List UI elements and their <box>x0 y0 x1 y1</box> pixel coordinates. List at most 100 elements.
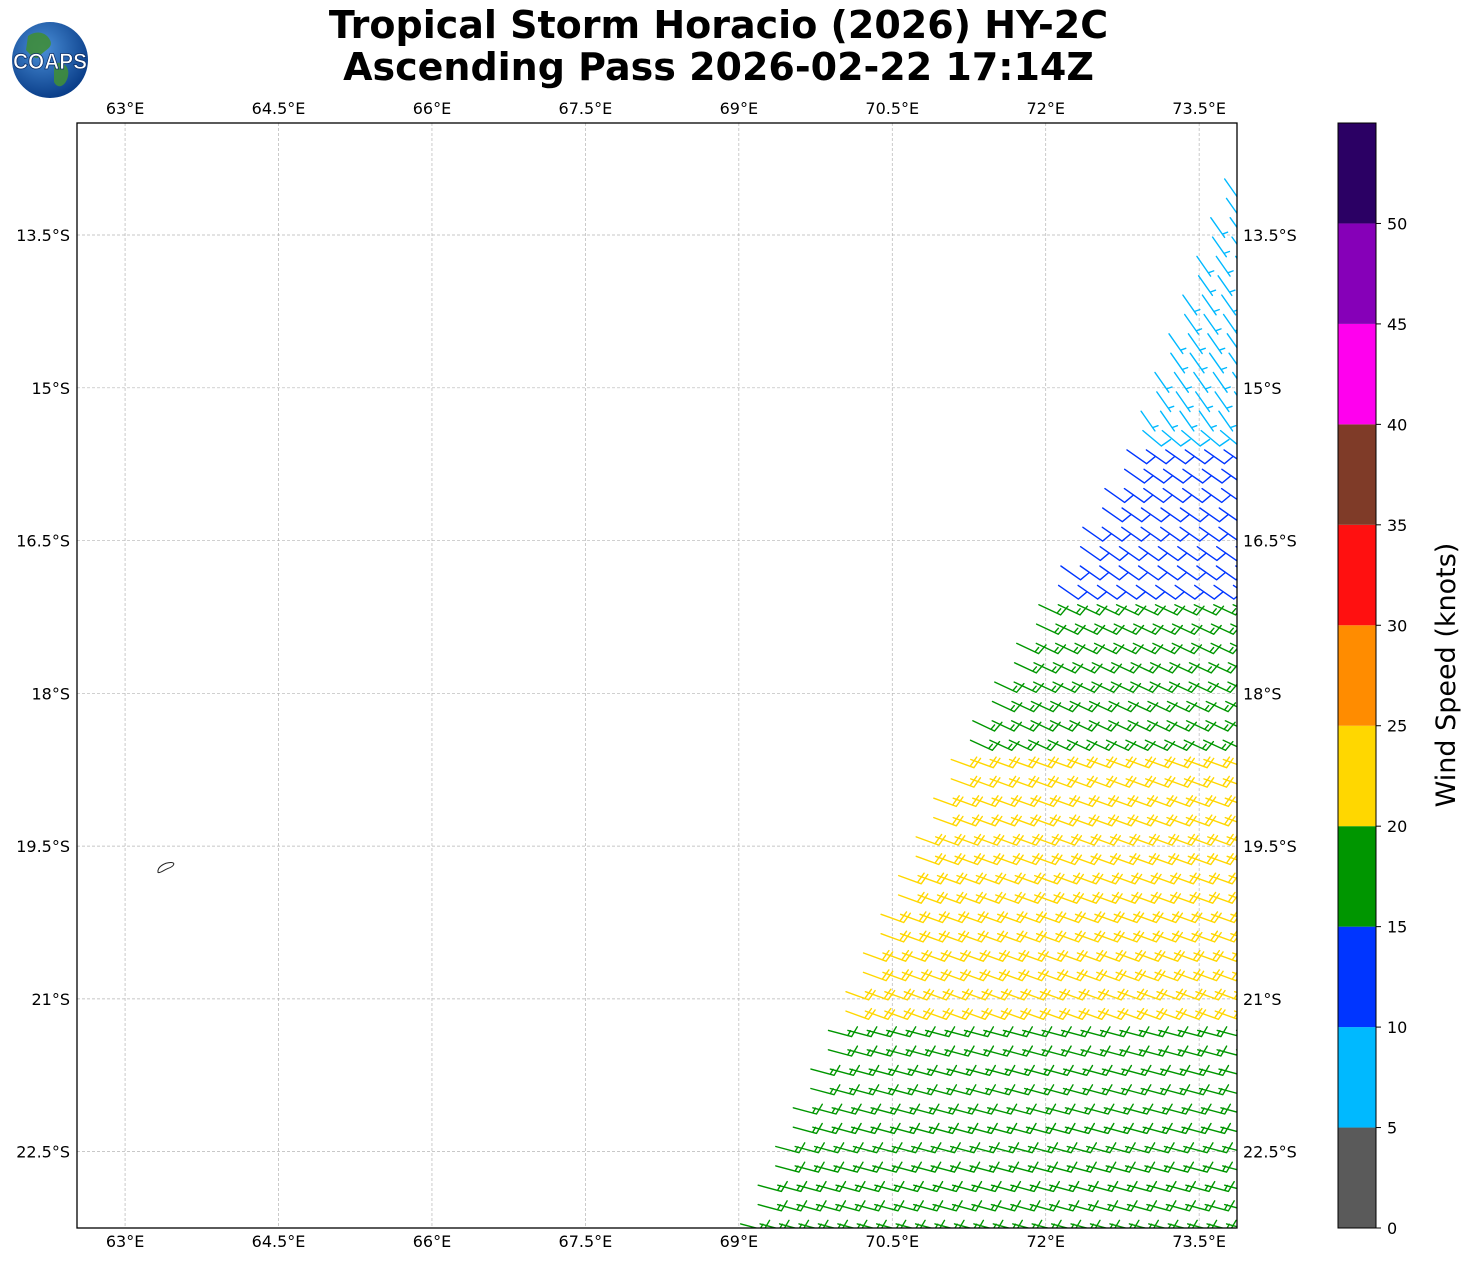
wind-barb <box>1148 833 1180 846</box>
lat-tick-label-left: 19.5°S <box>16 837 70 856</box>
wind-barb <box>1220 487 1237 501</box>
colorbar: 0 5 10 15 20 25 30 35 40 45 50 <box>1337 122 1407 1238</box>
wind-barb <box>1214 1010 1237 1020</box>
wind-barb <box>1016 642 1047 655</box>
wind-barb <box>950 775 982 788</box>
wind-barb <box>864 1007 896 1020</box>
colorbar-frame <box>1337 122 1377 1229</box>
wind-barb <box>1133 911 1164 924</box>
wind-barb <box>942 1007 973 1020</box>
wind-barb <box>1161 429 1191 447</box>
wind-barb <box>1018 949 1049 962</box>
wind-barb <box>915 833 947 846</box>
wind-barb <box>1212 971 1237 982</box>
wind-barb <box>1115 604 1147 616</box>
wind-barb <box>1168 833 1199 846</box>
wind-barb <box>1082 526 1112 542</box>
wind-barb <box>1188 681 1219 693</box>
wind-barb <box>1138 546 1169 562</box>
wind-barb <box>1154 969 1185 982</box>
wind-barb <box>1094 623 1125 635</box>
wind-barb <box>1113 642 1144 655</box>
wind-barb <box>1238 411 1255 431</box>
wind-barb <box>1110 681 1142 693</box>
wind-barb <box>1236 275 1237 277</box>
wind-barb <box>1039 988 1071 1001</box>
lon-tick-label-bottom: 72°E <box>1026 1232 1064 1251</box>
wind-barb <box>1032 833 1063 846</box>
wind-barb <box>1130 662 1161 674</box>
wind-barb <box>1227 662 1237 668</box>
wind-barb <box>1208 352 1228 374</box>
wind-barb <box>1185 720 1217 732</box>
wind-barb <box>1225 197 1237 215</box>
wind-barb <box>1011 700 1042 713</box>
wind-barb <box>1230 933 1237 937</box>
wind-barb <box>971 814 1003 827</box>
wind-barb <box>1127 720 1159 732</box>
colorbar-segment <box>1338 725 1376 827</box>
wind-barbs <box>740 178 1255 1228</box>
colorbar-segment <box>1338 1127 1376 1228</box>
wind-barb <box>921 969 952 982</box>
wind-barb <box>1187 333 1206 355</box>
wind-barb <box>1016 930 1047 943</box>
wind-barb <box>1157 546 1188 562</box>
wind-barb <box>1183 739 1215 751</box>
wind-barb <box>1201 487 1232 504</box>
wind-barb <box>1166 720 1197 732</box>
wind-barb <box>917 872 948 885</box>
wind-barb <box>998 969 1030 982</box>
wind-barb <box>1067 775 1098 788</box>
wind-barb <box>989 739 1020 751</box>
colorbar-segment <box>1338 323 1376 425</box>
wind-barb <box>1193 969 1224 982</box>
wind-barb <box>1224 720 1237 728</box>
wind-barb <box>1077 604 1108 616</box>
wind-barb <box>1086 775 1118 788</box>
lat-tick-label-left: 15°S <box>31 379 70 398</box>
colorbar-tick-label: 40 <box>1387 415 1407 434</box>
lon-tick-label-top: 64.5°E <box>252 99 306 118</box>
wind-barb <box>1164 775 1195 788</box>
wind-barb <box>1032 853 1063 866</box>
wind-barb <box>1088 795 1120 808</box>
wind-barb <box>991 795 1022 808</box>
wind-barb <box>1067 756 1098 769</box>
wind-barb <box>989 756 1020 769</box>
wind-barb <box>1193 371 1212 393</box>
wind-barb <box>1030 814 1061 827</box>
wind-barb <box>1076 969 1108 982</box>
wind-barb <box>1205 795 1236 808</box>
wind-barb <box>1229 217 1237 229</box>
wind-barb <box>1113 911 1145 924</box>
wind-barb <box>1185 814 1217 827</box>
island-shape <box>157 861 175 874</box>
wind-barb <box>1088 814 1120 827</box>
wind-barb <box>994 681 1025 693</box>
wind-barb <box>1090 853 1121 866</box>
wind-barb <box>1108 720 1139 732</box>
wind-barb <box>933 814 964 827</box>
wind-barb <box>903 1007 935 1020</box>
wind-barb <box>991 700 1023 713</box>
wind-barb <box>1125 775 1157 788</box>
wind-barb <box>950 756 982 769</box>
wind-barb <box>1135 604 1166 616</box>
wind-barb <box>1121 526 1151 542</box>
wind-barb <box>1099 546 1130 562</box>
wind-barb <box>1160 526 1190 542</box>
wind-barb <box>1030 720 1061 732</box>
lon-tick-label-bottom: 64.5°E <box>252 1232 306 1251</box>
wind-barb <box>1196 546 1227 562</box>
wind-barb <box>1152 911 1184 924</box>
wind-barb <box>1162 487 1193 504</box>
wind-barb <box>1149 681 1181 693</box>
wind-barb <box>1078 1007 1109 1020</box>
wind-barb <box>1234 1010 1237 1013</box>
wind-barb <box>1182 294 1201 316</box>
lat-tick-label-right: 22.5°S <box>1243 1143 1297 1162</box>
wind-barb <box>1179 526 1210 542</box>
wind-barb <box>1086 739 1117 751</box>
wind-barb <box>933 795 964 808</box>
